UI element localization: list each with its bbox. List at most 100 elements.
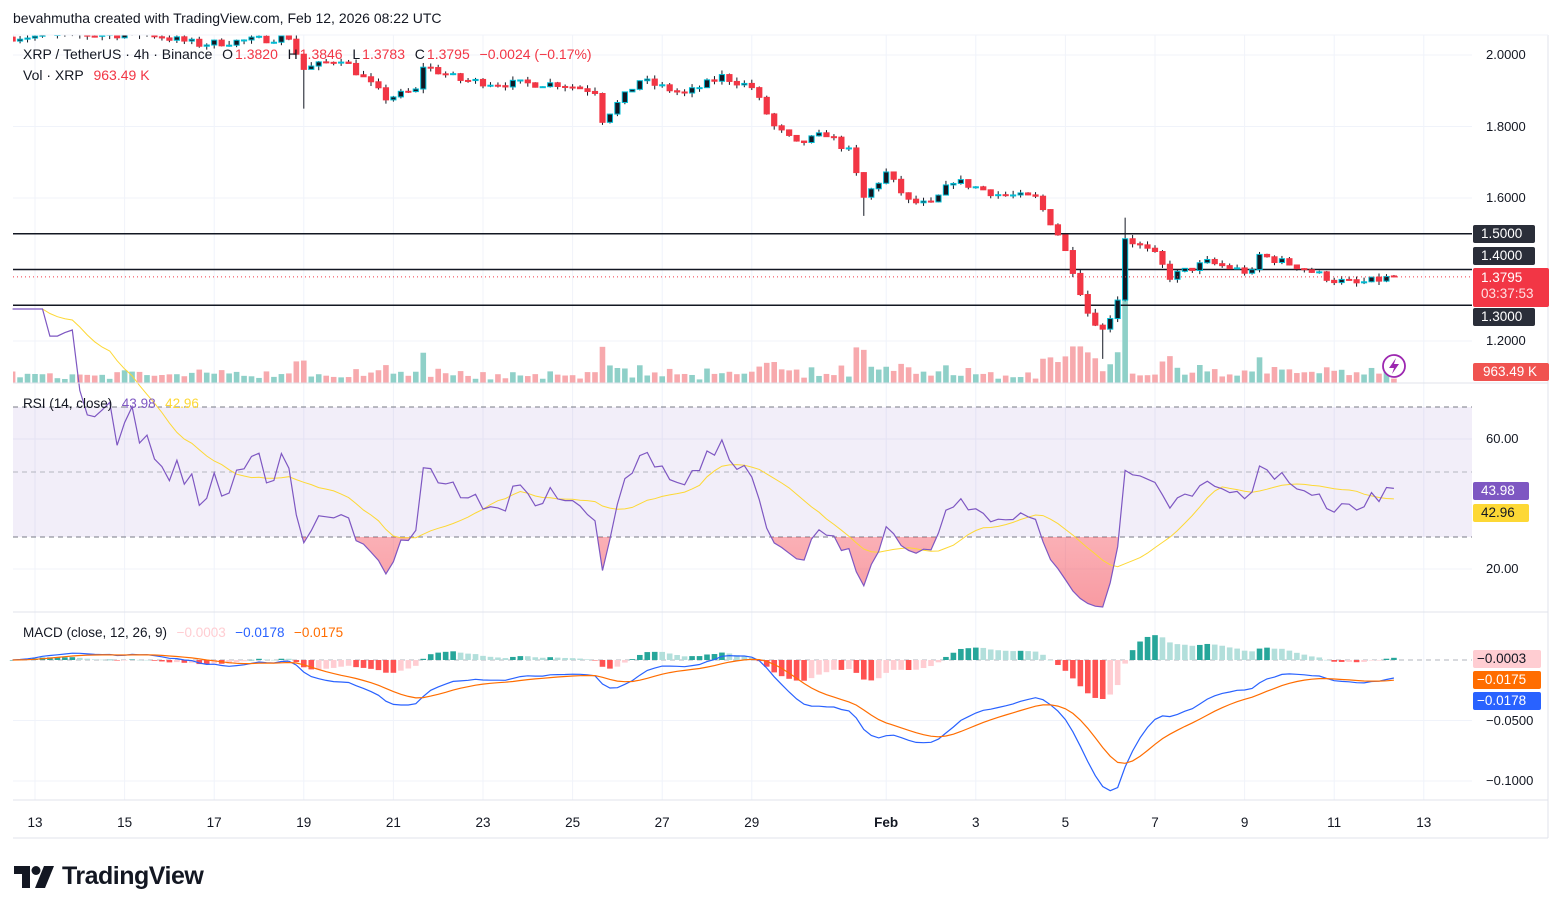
candle: [562, 85, 569, 88]
macd-histogram-bar: [861, 660, 867, 680]
volume-bar: [711, 373, 718, 383]
macd-histogram-bar: [525, 656, 531, 660]
volume-bar: [554, 374, 561, 383]
macd-histogram-bar: [958, 648, 964, 660]
open-value: 1.3820: [235, 46, 278, 62]
volume-bar: [1047, 357, 1054, 383]
candle: [352, 62, 360, 76]
rsi-legend[interactable]: RSI (14, close) 43.98 42.96: [23, 396, 201, 411]
macd-histogram-bar: [1025, 651, 1031, 660]
volume-bar: [330, 376, 337, 383]
macd-histogram-bar: [1107, 660, 1113, 695]
macd-histogram-bar: [301, 660, 307, 668]
volume-bar: [622, 368, 628, 383]
macd-histogram-bar: [442, 651, 449, 660]
candle: [1263, 253, 1271, 258]
macd-histogram-bar: [853, 660, 860, 673]
candle: [942, 184, 950, 196]
candle: [741, 82, 748, 86]
macd-line: [12, 652, 1395, 792]
candle: [479, 78, 487, 87]
volume-bar: [525, 376, 531, 383]
candle: [875, 182, 882, 190]
macd-hist-value: −0.0003: [176, 625, 226, 640]
macd-signal-line: [12, 654, 1394, 764]
candle: [995, 194, 1002, 197]
macd-histogram-bar: [1286, 650, 1293, 660]
volume-label: Vol · XRP: [23, 67, 84, 83]
macd-histogram-bar: [584, 659, 591, 660]
rsi-ma-line: [12, 308, 1394, 568]
macd-histogram-bar: [1279, 648, 1285, 660]
candle: [965, 179, 972, 188]
volume-bar: [823, 373, 830, 383]
candle: [330, 61, 337, 64]
candle: [375, 81, 382, 89]
rsi-title: RSI (14, close): [23, 396, 113, 411]
macd-histogram-bar: [734, 655, 740, 660]
volume-bar: [584, 372, 591, 383]
rsi-oversold-fill: [302, 537, 1119, 607]
candle: [793, 134, 800, 142]
candle: [920, 200, 927, 204]
volume-bar: [1137, 375, 1143, 383]
volume-bar: [1025, 372, 1031, 383]
tradingview-logo[interactable]: TradingView: [14, 862, 204, 891]
current-price-tag: 1.3795 03:37:53: [1473, 268, 1549, 307]
volume-bar: [1309, 371, 1315, 383]
volume-bar: [995, 378, 1001, 383]
macd-histogram-bar: [1226, 647, 1233, 660]
volume-bar: [1204, 371, 1211, 383]
volume-bar: [547, 371, 553, 383]
lightning-icon[interactable]: [1382, 354, 1406, 378]
volume-bar: [778, 369, 785, 383]
macd-legend[interactable]: MACD (close, 12, 26, 9) −0.0003 −0.0178 …: [23, 625, 345, 640]
tradingview-logo-icon: [14, 865, 54, 888]
macd-histogram-bar: [1174, 644, 1181, 660]
macd-histogram-bar: [905, 660, 912, 670]
candle: [905, 192, 912, 200]
macd-histogram-bar: [1070, 660, 1076, 679]
volume-bar: [99, 374, 105, 383]
candle: [711, 79, 718, 82]
volume-bar: [1353, 372, 1360, 383]
macd-histogram-bar: [1264, 647, 1270, 660]
horizontal-levels[interactable]: [13, 233, 1472, 306]
macd-histogram-bar: [256, 658, 262, 660]
volume-bar: [1338, 369, 1345, 383]
candle: [1122, 238, 1129, 301]
candle: [166, 37, 173, 41]
volume-bar: [831, 375, 837, 383]
volume-bar: [1032, 378, 1039, 383]
candle: [853, 147, 860, 174]
volume-bar: [390, 373, 397, 383]
macd-histogram-bar: [233, 660, 240, 663]
volume-bar: [398, 371, 404, 383]
volume-bar: [368, 372, 374, 383]
macd-histogram-bar: [1159, 637, 1166, 660]
macd-histogram-bar: [510, 656, 516, 660]
macd-histogram-bar: [293, 660, 300, 663]
candle: [136, 35, 143, 36]
volume-bar: [644, 375, 651, 383]
macd-histogram-bar: [1234, 648, 1240, 660]
candle: [569, 86, 576, 89]
candle: [576, 86, 584, 90]
time-tick: 25: [565, 815, 581, 830]
volume-bar: [1234, 375, 1240, 383]
macd-histogram-bar: [308, 660, 315, 670]
candle: [1151, 247, 1159, 253]
volume-bar: [54, 378, 61, 383]
macd-histogram-bar: [614, 660, 621, 667]
macd-histogram-bar: [278, 658, 285, 660]
macd-histogram-bar: [330, 660, 337, 668]
candle: [1166, 263, 1174, 280]
macd-histogram-bar: [353, 660, 359, 668]
macd-histogram-bar: [666, 653, 673, 660]
candle: [211, 39, 218, 46]
macd-histogram-bar: [838, 660, 845, 670]
volume-legend[interactable]: Vol · XRP 963.49 K: [23, 67, 152, 83]
volume-bar: [659, 376, 665, 383]
